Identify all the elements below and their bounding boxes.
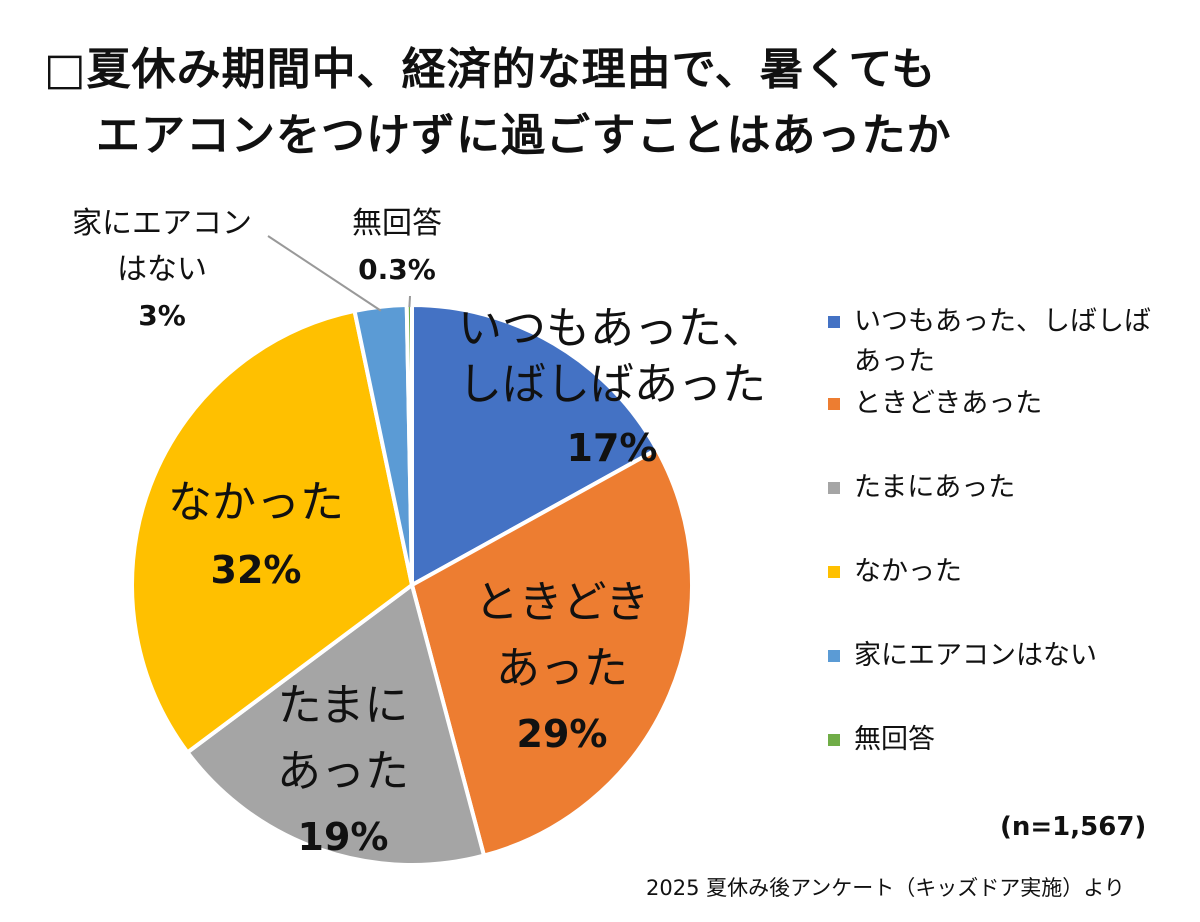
slice-label-never-0: なかった — [168, 477, 344, 528]
leader-line-no-aircon — [267, 235, 382, 312]
legend-label: ときどきあった — [854, 388, 1043, 419]
pie-slice-often — [410, 302, 660, 589]
legend-swatch — [828, 650, 840, 662]
slice-pct-never: 32% — [211, 548, 302, 592]
legend-swatch — [828, 734, 840, 746]
pie-labels: いつもあった、しばしばあった17%ときどきあった29%たまにあった19%なかった… — [72, 206, 766, 859]
slice-label-no-aircon-0: 家にエアコン — [72, 206, 252, 241]
pie-slice-occasionally — [184, 581, 487, 867]
legend-item-occasionally: たまにあった — [828, 468, 1168, 508]
legend-swatch — [828, 398, 840, 410]
slice-label-occasionally-0: たまに — [278, 680, 409, 731]
sample-size-note: (n=1,567) — [1000, 812, 1147, 842]
slice-label-sometimes-0: ときどき — [475, 577, 650, 628]
chart-title-line-1: □夏休み期間中、経済的な理由で、暑くても — [44, 44, 937, 95]
legend-item-often: いつもあった、しばしば あった — [828, 302, 1168, 382]
leader-line-no-answer — [408, 295, 411, 308]
slice-label-sometimes-1: あった — [496, 643, 628, 694]
slice-label-occasionally-1: あった — [277, 746, 409, 797]
slice-label-often-0: いつもあった、 — [458, 303, 766, 354]
pie-slice-never — [130, 308, 415, 756]
slice-pct-no-answer: 0.3% — [358, 253, 436, 286]
slice-pct-sometimes: 29% — [517, 712, 608, 756]
legend-label: 家にエアコンはない — [854, 640, 1097, 671]
legend-label: 無回答 — [854, 724, 935, 755]
chart-title-line-2: エアコンをつけずに過ごすことはあったか — [96, 110, 952, 161]
slice-label-often-1: しばしばあった — [458, 359, 766, 410]
slice-pct-no-aircon: 3% — [138, 299, 186, 332]
slice-label-no-answer-0: 無回答 — [352, 206, 442, 241]
legend-label: いつもあった、しばしば — [854, 306, 1151, 337]
legend-label: なかった — [854, 556, 962, 587]
slice-label-no-aircon-1: はない — [117, 252, 207, 287]
pie-slice-sometimes — [409, 446, 694, 859]
legend-swatch — [828, 316, 840, 328]
slice-pct-occasionally: 19% — [298, 815, 389, 859]
slice-pct-often: 17% — [567, 426, 658, 470]
legend-item-no-aircon: 家にエアコンはない — [828, 636, 1168, 676]
legend-swatch — [828, 482, 840, 494]
legend-item-no-answer: 無回答 — [828, 720, 1168, 760]
legend-label-cont: あった — [854, 346, 935, 377]
legend-item-sometimes: ときどきあった — [828, 384, 1168, 424]
legend-label: たまにあった — [854, 472, 1016, 503]
source-note: 2025 夏休み後アンケート（キッズドア実施）より — [646, 876, 1125, 900]
pie-slices — [130, 302, 694, 867]
legend-swatch — [828, 566, 840, 578]
legend-item-never: なかった — [828, 552, 1168, 592]
